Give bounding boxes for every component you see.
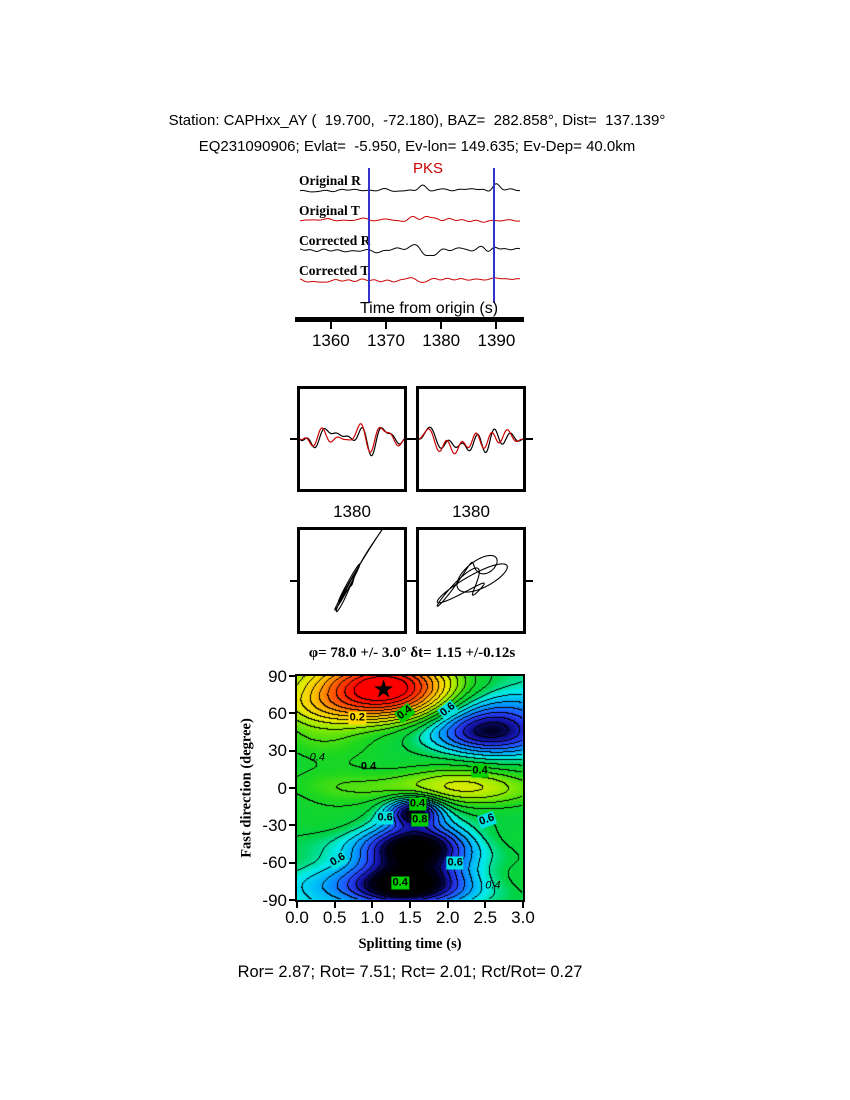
splittime-tick-label: 3.0: [511, 908, 535, 927]
splittime-tick-label: 1.5: [398, 908, 422, 927]
fastdir-axis-tick: [289, 712, 295, 715]
time-axis-tick: [495, 322, 498, 329]
box-midline-tick: [526, 438, 533, 440]
fastdir-axis-tick: [289, 787, 295, 789]
particle-motion-right-canvas: [419, 530, 523, 631]
phase-window-start-line: [368, 168, 371, 303]
splittime-axis-tick: [296, 902, 298, 908]
splittime-tick-label: 0.5: [322, 908, 347, 927]
station-info-line: Station: CAPHxx_AY ( 19.700, -72.180), B…: [168, 112, 666, 129]
energy-ratio-stats: Ror= 2.87; Rot= 7.51; Rct= 2.01; Rct/Rot…: [237, 963, 583, 981]
fastdir-axis-tick: [289, 749, 295, 752]
trace-label-corrected-r: Corrected R: [299, 233, 371, 248]
fast-slow-right-canvas: [419, 389, 523, 489]
splittime-axis-tick: [484, 902, 487, 908]
fastdir-tick-label: 60: [268, 703, 287, 723]
fastdir-axis-tick: [289, 824, 295, 827]
time-tick-label: 1370: [367, 331, 405, 350]
box-midline-tick: [290, 579, 297, 582]
particle-motion-box-right: [416, 527, 526, 634]
comparison-tick-left: 1380: [333, 502, 371, 521]
time-tick-label: 1380: [422, 331, 461, 350]
contour-level-label: 0.4: [471, 764, 489, 778]
fastdir-axis-tick: [289, 899, 295, 901]
trace-label-original-t: Original T: [299, 203, 360, 218]
time-tick-label: 1390: [477, 331, 516, 350]
fast-slow-box-right: [416, 386, 526, 492]
best-solution-star: ★: [372, 675, 395, 704]
contour-level-label: 0.2: [348, 711, 366, 725]
splittime-axis-tick: [409, 902, 411, 908]
splittime-axis-label: Splitting time (s): [358, 936, 462, 952]
fastdir-tick-label: 90: [268, 666, 287, 686]
splittime-axis-tick: [522, 902, 524, 908]
splittime-axis-tick: [333, 902, 336, 908]
trace-label-original-r: Original R: [299, 173, 361, 188]
box-midline-tick: [409, 438, 416, 440]
splittime-tick-label: 0.0: [285, 908, 309, 927]
fastdir-tick-label: -60: [262, 853, 287, 873]
splittime-axis-tick: [371, 902, 374, 908]
fastdir-axis-tick: [289, 861, 295, 864]
contour-level-label: 0.4: [408, 797, 427, 811]
fastdir-tick-label: -30: [262, 815, 287, 835]
seismogram-traces-canvas: [295, 160, 523, 310]
time-axis-tick: [329, 322, 332, 329]
time-tick-label: 1360: [311, 331, 350, 350]
fast-slow-box-left: [297, 386, 407, 492]
splittime-tick-label: 1.0: [360, 908, 385, 927]
comparison-tick-right: 1380: [452, 502, 490, 521]
time-axis-tick: [440, 322, 443, 329]
time-axis-label: Time from origin (s): [359, 300, 499, 317]
contour-level-label: 0.4: [309, 751, 325, 764]
contour-level-label: 0 4: [360, 760, 377, 773]
particle-motion-left-canvas: [300, 530, 404, 631]
fastdir-tick-label: 30: [268, 741, 287, 761]
splittime-tick-label: 2.0: [435, 908, 460, 927]
fastdir-axis-tick: [289, 675, 295, 677]
particle-motion-box-left: [297, 527, 407, 634]
splitting-result-title: φ= 78.0 +/- 3.0° δt= 1.15 +/-0.12s: [308, 645, 516, 661]
fastdir-tick-label: -90: [262, 890, 287, 910]
fast-slow-left-canvas: [300, 389, 404, 489]
time-axis-tick: [385, 322, 388, 329]
box-midline-tick: [290, 438, 297, 440]
fastdir-tick-label: 0: [277, 778, 287, 798]
phase-label: PKS: [413, 160, 444, 177]
contour-level-label: 0.4: [485, 879, 501, 892]
splittime-axis-tick: [446, 902, 449, 908]
time-axis-bar: [295, 317, 524, 322]
trace-label-corrected-t: Corrected T: [299, 263, 370, 278]
contour-level-label: 0.8: [411, 813, 429, 827]
contour-level-label: 0.6: [446, 856, 464, 870]
splittime-tick-label: 2.5: [473, 908, 498, 927]
box-midline-tick: [526, 579, 533, 582]
phase-window-end-line: [492, 168, 495, 303]
box-midline-tick: [409, 579, 416, 582]
event-info-line: EQ231090906; Evlat= -5.950, Ev-lon= 149.…: [198, 138, 636, 155]
contour-level-label: 0.6: [376, 811, 394, 825]
contour-level-label: 0.4: [391, 876, 409, 890]
